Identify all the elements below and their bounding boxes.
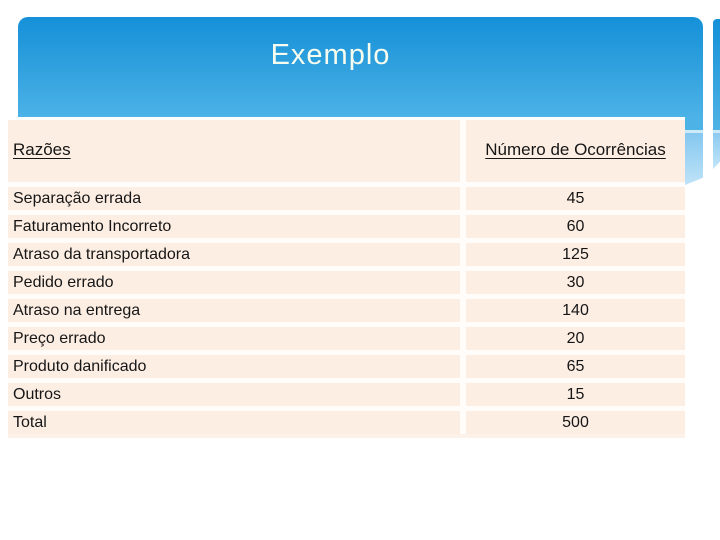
table-row-total: Total 500 bbox=[8, 411, 685, 438]
table-row: Atraso da transportadora 125 bbox=[8, 243, 685, 271]
column-divider bbox=[460, 355, 466, 378]
table-row: Separação errada 45 bbox=[8, 187, 685, 215]
title-banner: Exemplo bbox=[18, 17, 703, 117]
count-cell: 500 bbox=[562, 413, 589, 431]
reason-cell: Atraso da transportadora bbox=[13, 245, 190, 263]
count-cell: 20 bbox=[566, 329, 585, 347]
reason-cell: Preço errado bbox=[13, 329, 106, 347]
edge-ribbon-decoration bbox=[713, 19, 720, 169]
edge-ribbon-dark-segment bbox=[713, 19, 720, 130]
table-header-row: Razões Número de Ocorrências bbox=[8, 120, 685, 187]
reason-cell: Total bbox=[13, 413, 47, 431]
fold-dark-segment bbox=[685, 117, 703, 130]
column-divider bbox=[460, 187, 466, 210]
count-cell: 65 bbox=[566, 357, 585, 375]
table-row: Faturamento Incorreto 60 bbox=[8, 215, 685, 243]
column-divider bbox=[460, 411, 466, 434]
occurrences-table: Razões Número de Ocorrências Separação e… bbox=[8, 120, 685, 438]
column-divider bbox=[460, 299, 466, 322]
column-divider bbox=[460, 271, 466, 294]
column-divider bbox=[460, 243, 466, 266]
table-row: Atraso na entrega 140 bbox=[8, 299, 685, 327]
reason-cell: Separação errada bbox=[13, 189, 142, 207]
reason-cell: Atraso na entrega bbox=[13, 301, 141, 319]
reason-cell: Pedido errado bbox=[13, 273, 114, 291]
count-cell: 45 bbox=[566, 189, 585, 207]
count-cell: 140 bbox=[562, 301, 589, 319]
column-divider bbox=[460, 215, 466, 238]
reason-cell: Produto danificado bbox=[13, 357, 147, 375]
column-divider bbox=[460, 120, 466, 182]
count-cell: 125 bbox=[562, 245, 589, 263]
occurrences-column-header: Número de Ocorrências bbox=[485, 140, 666, 159]
reason-cell: Faturamento Incorreto bbox=[13, 217, 172, 235]
table-row: Pedido errado 30 bbox=[8, 271, 685, 299]
count-cell: 30 bbox=[566, 273, 585, 291]
table-row: Produto danificado 65 bbox=[8, 355, 685, 383]
slide-title: Exemplo bbox=[270, 39, 391, 71]
column-divider bbox=[460, 383, 466, 406]
table-row: Outros 15 bbox=[8, 383, 685, 411]
column-divider bbox=[460, 327, 466, 350]
reason-cell: Outros bbox=[13, 385, 62, 403]
edge-ribbon-highlight-line bbox=[713, 130, 720, 133]
count-cell: 15 bbox=[566, 385, 585, 403]
reasons-column-header: Razões bbox=[13, 140, 71, 159]
edge-ribbon-light-wedge bbox=[713, 133, 720, 169]
banner-fold-decoration bbox=[685, 117, 703, 185]
table-row: Preço errado 20 bbox=[8, 327, 685, 355]
fold-light-wedge bbox=[685, 133, 703, 185]
fold-highlight-line bbox=[685, 130, 703, 133]
count-cell: 60 bbox=[566, 217, 585, 235]
